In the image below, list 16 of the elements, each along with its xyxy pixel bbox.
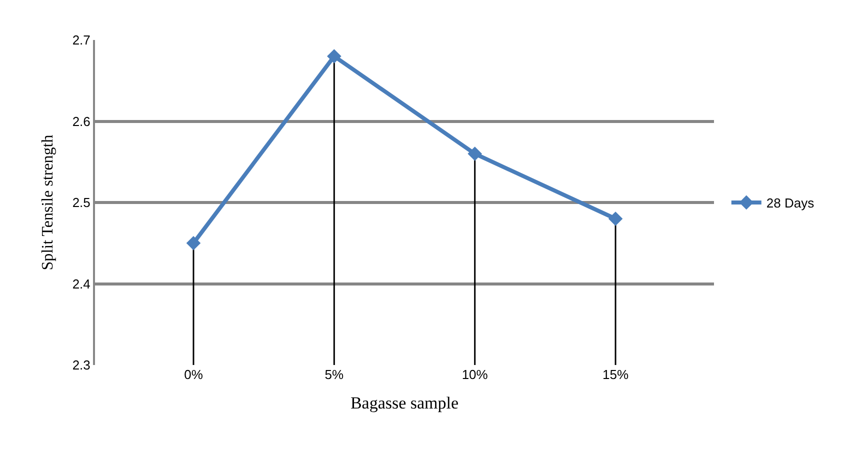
y-tick-label: 2.3 (72, 358, 90, 373)
point (186, 236, 201, 250)
y-tick-label: 2.4 (72, 276, 90, 292)
x-tick-label: 5% (324, 367, 344, 382)
x-tick-label: 10% (462, 367, 488, 382)
x-tick-label: 0% (184, 367, 204, 382)
y-tick-label: 2.7 (72, 32, 90, 48)
x-tick-label: 15% (602, 367, 629, 382)
y-tick-label: 2.5 (72, 195, 90, 210)
y-axis-title: Split Tensile strength (40, 134, 57, 270)
point (327, 49, 342, 64)
y-tick-label: 2.6 (72, 114, 90, 129)
point (608, 212, 623, 226)
point (468, 146, 482, 161)
legend-label: 28 Days (766, 196, 815, 211)
x-axis-title: Bagasse sample (350, 393, 459, 412)
